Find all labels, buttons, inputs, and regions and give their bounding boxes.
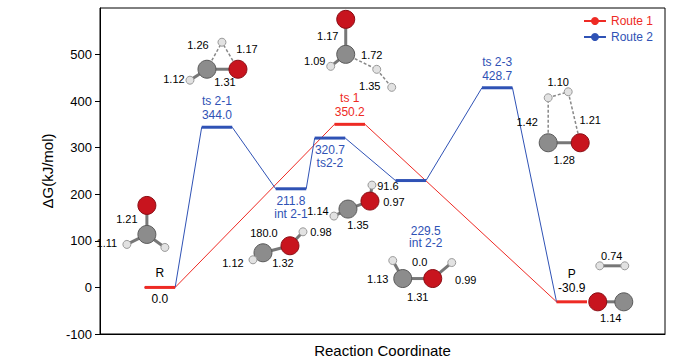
svg-text:0.98: 0.98	[310, 226, 331, 238]
svg-text:200: 200	[70, 187, 92, 202]
svg-text:ts2-2: ts2-2	[317, 156, 344, 170]
svg-text:1.32: 1.32	[272, 257, 293, 269]
svg-text:1.17: 1.17	[317, 30, 338, 42]
svg-text:91.6: 91.6	[377, 180, 398, 192]
svg-text:Reaction Coordinate: Reaction Coordinate	[314, 342, 451, 359]
svg-text:Route 2: Route 2	[611, 30, 653, 44]
svg-text:ΔG(kJ/mol): ΔG(kJ/mol)	[39, 133, 56, 208]
svg-text:0.0: 0.0	[152, 292, 169, 306]
svg-text:-30.9: -30.9	[558, 281, 586, 295]
svg-text:428.7: 428.7	[482, 69, 512, 83]
svg-text:0.74: 0.74	[601, 250, 622, 262]
svg-text:1.09: 1.09	[304, 55, 325, 67]
svg-text:P: P	[568, 267, 576, 281]
svg-text:1.17: 1.17	[236, 43, 257, 55]
svg-text:0: 0	[85, 280, 92, 295]
svg-text:400: 400	[70, 94, 92, 109]
svg-text:-100: -100	[66, 327, 92, 342]
svg-text:100: 100	[70, 233, 92, 248]
svg-text:1.35: 1.35	[347, 219, 368, 231]
svg-text:1.31: 1.31	[407, 291, 428, 303]
svg-text:344.0: 344.0	[202, 108, 232, 122]
svg-text:Route 1: Route 1	[611, 14, 653, 28]
svg-text:1.42: 1.42	[516, 116, 537, 128]
svg-text:180.0: 180.0	[250, 227, 278, 239]
svg-text:229.5: 229.5	[411, 224, 441, 238]
svg-text:1.28: 1.28	[553, 154, 574, 166]
svg-text:1.31: 1.31	[214, 76, 235, 88]
svg-text:0.99: 0.99	[455, 274, 476, 286]
svg-text:1.12: 1.12	[222, 257, 243, 269]
svg-text:ts 2-1: ts 2-1	[202, 94, 232, 108]
svg-text:ts 1: ts 1	[340, 91, 360, 105]
svg-text:0.0: 0.0	[412, 256, 427, 268]
svg-text:500: 500	[70, 47, 92, 62]
svg-text:211.8: 211.8	[276, 194, 305, 208]
svg-text:R: R	[156, 266, 165, 280]
svg-text:1.13: 1.13	[367, 273, 388, 285]
svg-text:1.11: 1.11	[97, 237, 118, 249]
svg-text:1.72: 1.72	[361, 49, 382, 61]
svg-text:1.14: 1.14	[307, 205, 328, 217]
svg-text:1.14: 1.14	[600, 312, 621, 324]
svg-text:int 2-1: int 2-1	[274, 207, 308, 221]
svg-text:320.7: 320.7	[315, 143, 345, 157]
svg-text:1.21: 1.21	[116, 213, 137, 225]
svg-text:350.2: 350.2	[335, 105, 365, 119]
svg-text:1.35: 1.35	[359, 80, 380, 92]
svg-text:1.12: 1.12	[163, 73, 184, 85]
svg-text:ts 2-3: ts 2-3	[482, 55, 512, 69]
svg-text:1.21: 1.21	[579, 114, 600, 126]
svg-text:0.97: 0.97	[383, 196, 404, 208]
svg-text:1.10: 1.10	[547, 76, 568, 88]
svg-text:300: 300	[70, 140, 92, 155]
svg-text:int 2-2: int 2-2	[409, 236, 443, 250]
svg-text:1.26: 1.26	[187, 39, 208, 51]
